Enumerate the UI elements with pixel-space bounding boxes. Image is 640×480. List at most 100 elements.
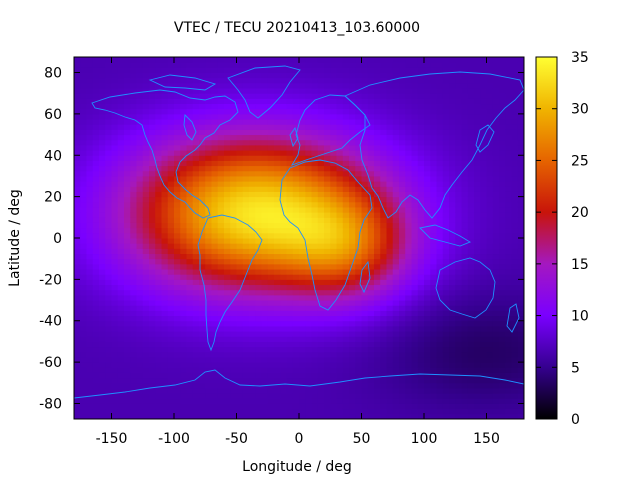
heatmap-cell	[192, 124, 200, 130]
heatmap-cell	[399, 320, 406, 327]
heatmap-cell	[124, 367, 131, 373]
heatmap-cell	[236, 206, 244, 213]
heatmap-cell	[155, 134, 162, 141]
heatmap-cell	[149, 284, 156, 291]
heatmap-cell	[474, 258, 481, 265]
heatmap-cell	[192, 367, 200, 373]
heatmap-cell	[86, 196, 94, 203]
heatmap-cell	[261, 403, 269, 410]
heatmap-cell	[286, 367, 294, 373]
heatmap-cell	[311, 393, 319, 399]
heatmap-cell	[430, 119, 437, 125]
heatmap-cell	[236, 341, 244, 348]
heatmap-cell	[217, 263, 225, 270]
heatmap-cell	[492, 77, 500, 84]
heatmap-cell	[430, 362, 437, 368]
heatmap-cell	[455, 67, 462, 74]
heatmap-cell	[449, 269, 456, 275]
heatmap-cell	[167, 170, 175, 177]
heatmap-cell	[274, 124, 281, 130]
heatmap-cell	[336, 150, 344, 156]
heatmap-cell	[286, 119, 294, 125]
heatmap-cell	[436, 372, 444, 379]
heatmap-cell	[449, 196, 456, 203]
heatmap-cell	[99, 93, 106, 99]
heatmap-cell	[317, 408, 325, 415]
heatmap-cell	[136, 206, 144, 213]
heatmap-cell	[355, 165, 362, 172]
heatmap-cell	[367, 243, 375, 249]
heatmap-cell	[455, 351, 462, 358]
heatmap-cell	[386, 201, 394, 208]
heatmap-cell	[124, 258, 131, 265]
heatmap-cell	[399, 181, 406, 187]
heatmap-cell	[261, 227, 269, 234]
heatmap-cell	[399, 393, 406, 399]
heatmap-cell	[255, 248, 262, 255]
heatmap-cell	[492, 227, 500, 234]
heatmap-cell	[355, 227, 362, 234]
heatmap-cell	[467, 279, 475, 286]
heatmap-cell	[292, 134, 300, 141]
heatmap-cell	[111, 372, 119, 379]
heatmap-cell	[455, 217, 462, 223]
heatmap-cell	[424, 413, 431, 419]
heatmap-cell	[242, 72, 250, 79]
heatmap-cell	[430, 269, 437, 275]
heatmap-cell	[392, 103, 400, 110]
heatmap-cell	[99, 336, 106, 342]
heatmap-cell	[442, 150, 450, 156]
heatmap-cell	[467, 362, 475, 368]
heatmap-cell	[342, 367, 350, 373]
heatmap-cell	[217, 170, 225, 177]
heatmap-cell	[105, 320, 112, 327]
heatmap-cell	[517, 351, 524, 358]
heatmap-cell	[180, 165, 187, 172]
heatmap-cell	[142, 413, 150, 419]
heatmap-cell	[155, 310, 162, 317]
heatmap-cell	[386, 238, 394, 244]
heatmap-cell	[461, 367, 469, 373]
heatmap-cell	[430, 201, 437, 208]
heatmap-cell	[380, 279, 387, 286]
heatmap-cell	[105, 150, 112, 156]
heatmap-cell	[467, 201, 475, 208]
heatmap-cell	[80, 310, 87, 317]
heatmap-cell	[380, 320, 387, 327]
heatmap-cell	[417, 387, 425, 394]
heatmap-cell	[324, 238, 331, 244]
heatmap-cell	[399, 356, 406, 363]
heatmap-cell	[336, 300, 344, 306]
heatmap-cell	[205, 315, 212, 322]
heatmap-cell	[274, 320, 281, 327]
heatmap-cell	[130, 356, 137, 363]
heatmap-cell	[130, 108, 137, 115]
heatmap-cell	[417, 212, 425, 218]
heatmap-cell	[224, 88, 231, 94]
heatmap-cell	[480, 175, 487, 182]
heatmap-cell	[499, 310, 506, 317]
heatmap-cell	[292, 227, 300, 234]
heatmap-cell	[74, 331, 81, 337]
heatmap-cell	[199, 310, 206, 317]
heatmap-cell	[174, 217, 181, 223]
heatmap-cell	[80, 320, 87, 327]
heatmap-cell	[224, 289, 231, 296]
heatmap-cell	[392, 165, 400, 172]
heatmap-cell	[92, 217, 100, 223]
heatmap-cell	[430, 382, 437, 389]
heatmap-cell	[317, 144, 325, 151]
heatmap-cell	[255, 305, 262, 311]
heatmap-cell	[186, 294, 194, 301]
heatmap-cell	[261, 119, 269, 125]
heatmap-cell	[117, 284, 125, 291]
heatmap-cell	[80, 124, 87, 130]
heatmap-cell	[249, 393, 256, 399]
heatmap-cell	[267, 269, 275, 275]
heatmap-cell	[99, 408, 106, 415]
heatmap-cell	[480, 263, 487, 270]
heatmap-cell	[436, 186, 444, 192]
heatmap-cell	[442, 113, 450, 120]
heatmap-cell	[399, 196, 406, 203]
heatmap-cell	[136, 243, 144, 249]
